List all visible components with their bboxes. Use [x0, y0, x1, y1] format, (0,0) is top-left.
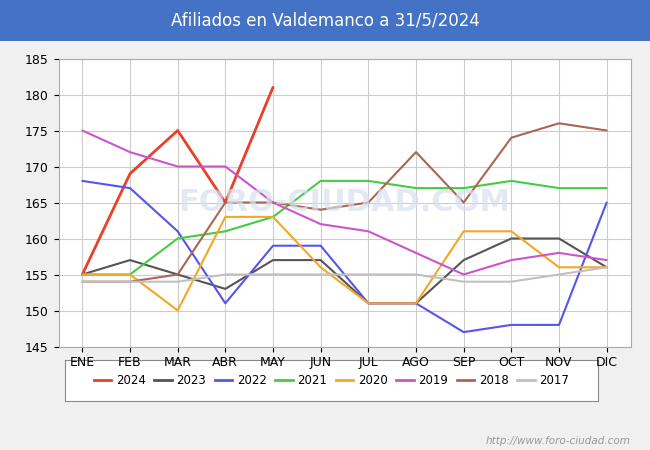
Text: http://www.foro-ciudad.com: http://www.foro-ciudad.com [486, 436, 630, 446]
Text: Afiliados en Valdemanco a 31/5/2024: Afiliados en Valdemanco a 31/5/2024 [170, 11, 480, 29]
Text: FORO-CIUDAD.COM: FORO-CIUDAD.COM [179, 188, 510, 217]
Legend: 2024, 2023, 2022, 2021, 2020, 2019, 2018, 2017: 2024, 2023, 2022, 2021, 2020, 2019, 2018… [89, 369, 574, 392]
